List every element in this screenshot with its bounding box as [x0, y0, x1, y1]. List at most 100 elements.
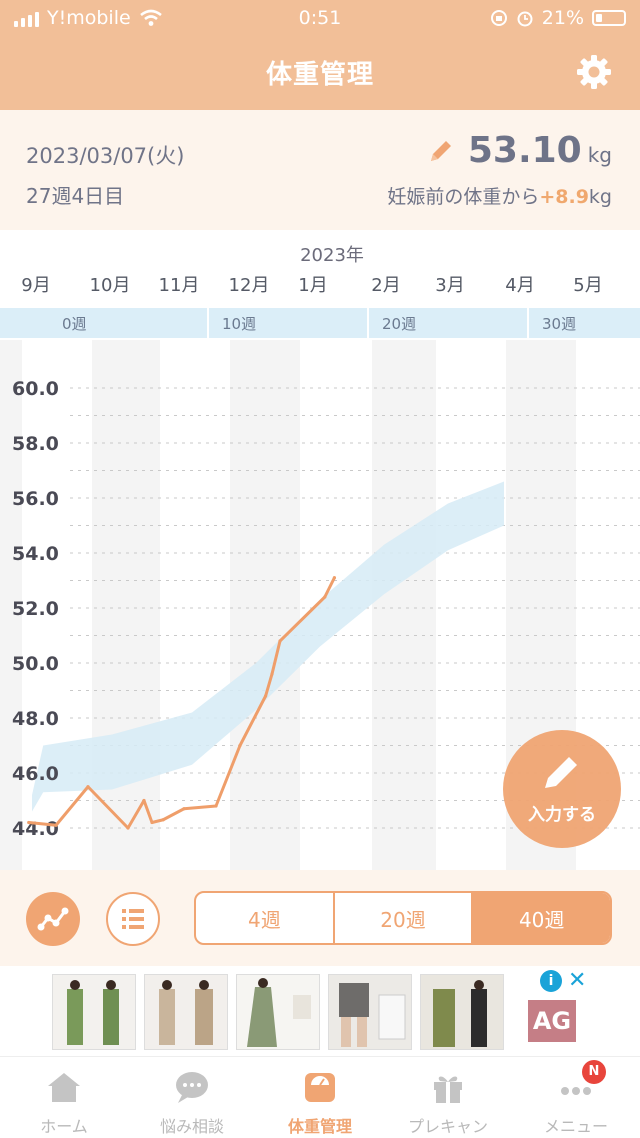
list-icon [122, 909, 144, 929]
weight-point [142, 798, 146, 803]
diff-prefix: 妊娠前の体重から [387, 186, 540, 208]
month-label: 4月 [505, 275, 534, 296]
pencil-icon [545, 757, 577, 788]
chat-bubble-icon [176, 1072, 208, 1103]
gear-icon[interactable] [576, 54, 612, 90]
ad-image[interactable] [328, 974, 412, 1050]
month-label: 1月 [298, 275, 327, 296]
battery-icon [592, 10, 626, 26]
tab-weight[interactable]: 体重管理 [256, 1057, 384, 1138]
month-label: 12月 [229, 275, 270, 296]
tab-label: プレキャン [407, 1117, 488, 1136]
weight-point [126, 826, 130, 830]
ad-image[interactable] [236, 974, 320, 1050]
more-dots-icon [561, 1087, 591, 1095]
weight-point [332, 576, 336, 580]
weight-point [323, 595, 327, 599]
month-label: 10月 [90, 275, 131, 296]
ad-image[interactable] [420, 974, 504, 1050]
current-weight[interactable]: 53.10 kg [428, 130, 612, 171]
week-label: 10週 [222, 315, 256, 333]
weight-point [278, 639, 282, 643]
ad-image[interactable] [52, 974, 136, 1050]
chart-controls: 4週 20週 40週 [0, 870, 640, 966]
range-selector: 4週 20週 40週 [194, 891, 612, 945]
range-tab-40w[interactable]: 40週 [473, 893, 610, 943]
tab-home[interactable]: ホーム [0, 1057, 128, 1138]
pregnancy-week: 27週4日目 [26, 184, 125, 208]
weight-point [214, 804, 218, 808]
weight-chart-svg[interactable]: 2023年 9月 10月 11月 12月 1月 2月 3月 4月 5月 0週 10週 20週 30週 … [0, 230, 640, 870]
y-tick-label: 48.0 [12, 708, 59, 730]
list-view-button[interactable] [106, 892, 160, 946]
month-label: 3月 [435, 275, 464, 296]
graph-view-button[interactable] [26, 892, 80, 946]
month-label: 5月 [573, 275, 602, 296]
week-labels: 0週 10週 20週 30週 [62, 308, 576, 338]
bottom-tab-bar: ホーム 悩み相談 体重管理 プレキャン メニュー [0, 1056, 640, 1137]
weight-point [238, 743, 242, 748]
pencil-icon[interactable] [428, 138, 454, 164]
recommended-weight-band [32, 481, 504, 812]
tab-label: 悩み相談 [159, 1117, 224, 1136]
tab-menu[interactable]: メニュー [512, 1057, 640, 1138]
diff-unit: kg [588, 186, 612, 208]
page-title: 体重管理 [265, 60, 374, 90]
weight-unit: kg [587, 143, 612, 167]
ad-close-icon[interactable]: ✕ [568, 968, 587, 993]
week-label: 0週 [62, 315, 87, 333]
month-column [230, 340, 300, 870]
weight-difference: 妊娠前の体重から+8.9kg [387, 182, 612, 209]
weight-summary: 2023/03/07(火) 27週4日目 53.10 kg 妊娠前の体重から+8… [0, 110, 640, 230]
y-tick-label: 44.0 [12, 818, 59, 840]
clock-time: 0:51 [298, 7, 342, 29]
y-tick-label: 56.0 [12, 488, 59, 510]
current-date: 2023/03/07(火) [26, 144, 185, 168]
tab-consultation[interactable]: 悩み相談 [128, 1057, 256, 1138]
y-tick-label: 54.0 [12, 543, 59, 565]
tab-label: メニュー [543, 1117, 608, 1136]
weight-point [150, 820, 154, 825]
week-strip [0, 308, 640, 338]
weight-point [27, 820, 31, 825]
month-label: 2月 [371, 275, 400, 296]
ad-info-icon[interactable]: i [540, 970, 562, 992]
battery-percent: 21% [541, 7, 584, 29]
range-tab-20w[interactable]: 20週 [335, 893, 474, 943]
input-fab[interactable]: 入力する [503, 730, 621, 848]
status-bar: Y!mobile 0:51 21% [0, 0, 640, 36]
weight-point [264, 694, 268, 698]
range-tab-4w[interactable]: 4週 [196, 893, 335, 943]
menu-notification-badge: N [582, 1060, 606, 1084]
month-label: 9月 [21, 275, 50, 296]
ad-image[interactable] [144, 974, 228, 1050]
fab-label: 入力する [528, 805, 596, 825]
month-column [92, 340, 160, 870]
y-tick-label: 60.0 [12, 378, 59, 400]
weight-point [161, 818, 165, 822]
gift-icon [434, 1076, 462, 1103]
week-label: 30週 [542, 315, 576, 333]
line-graph-icon [37, 907, 69, 931]
diff-value: +8.9 [539, 186, 589, 208]
year-label: 2023年 [300, 245, 364, 266]
y-tick-label: 58.0 [12, 433, 59, 455]
weight-point [86, 785, 90, 789]
y-axis-labels: 60.0 58.0 56.0 54.0 52.0 50.0 48.0 46.0 44.0 [12, 378, 59, 840]
tab-label: ホーム [40, 1117, 88, 1136]
weight-chart[interactable]: 2023年 9月 10月 11月 12月 1月 2月 3月 4月 5月 0週 10週 20週 30週 … [0, 230, 640, 870]
month-label: 11月 [159, 275, 200, 296]
carrier-name: Y!mobile [47, 7, 131, 29]
month-column [160, 340, 230, 870]
month-column [0, 340, 22, 870]
month-column [436, 340, 506, 870]
weight-value: 53.10 [467, 130, 582, 171]
tab-precampaign[interactable]: プレキャン [384, 1057, 512, 1138]
weight-point [182, 807, 186, 811]
ad-logo[interactable]: AG [528, 1000, 576, 1042]
month-labels: 9月 10月 11月 12月 1月 2月 3月 4月 5月 [21, 275, 602, 296]
week-label: 20週 [382, 315, 416, 333]
y-tick-label: 50.0 [12, 653, 59, 675]
y-tick-label: 52.0 [12, 598, 59, 620]
signal-icon [14, 9, 39, 27]
